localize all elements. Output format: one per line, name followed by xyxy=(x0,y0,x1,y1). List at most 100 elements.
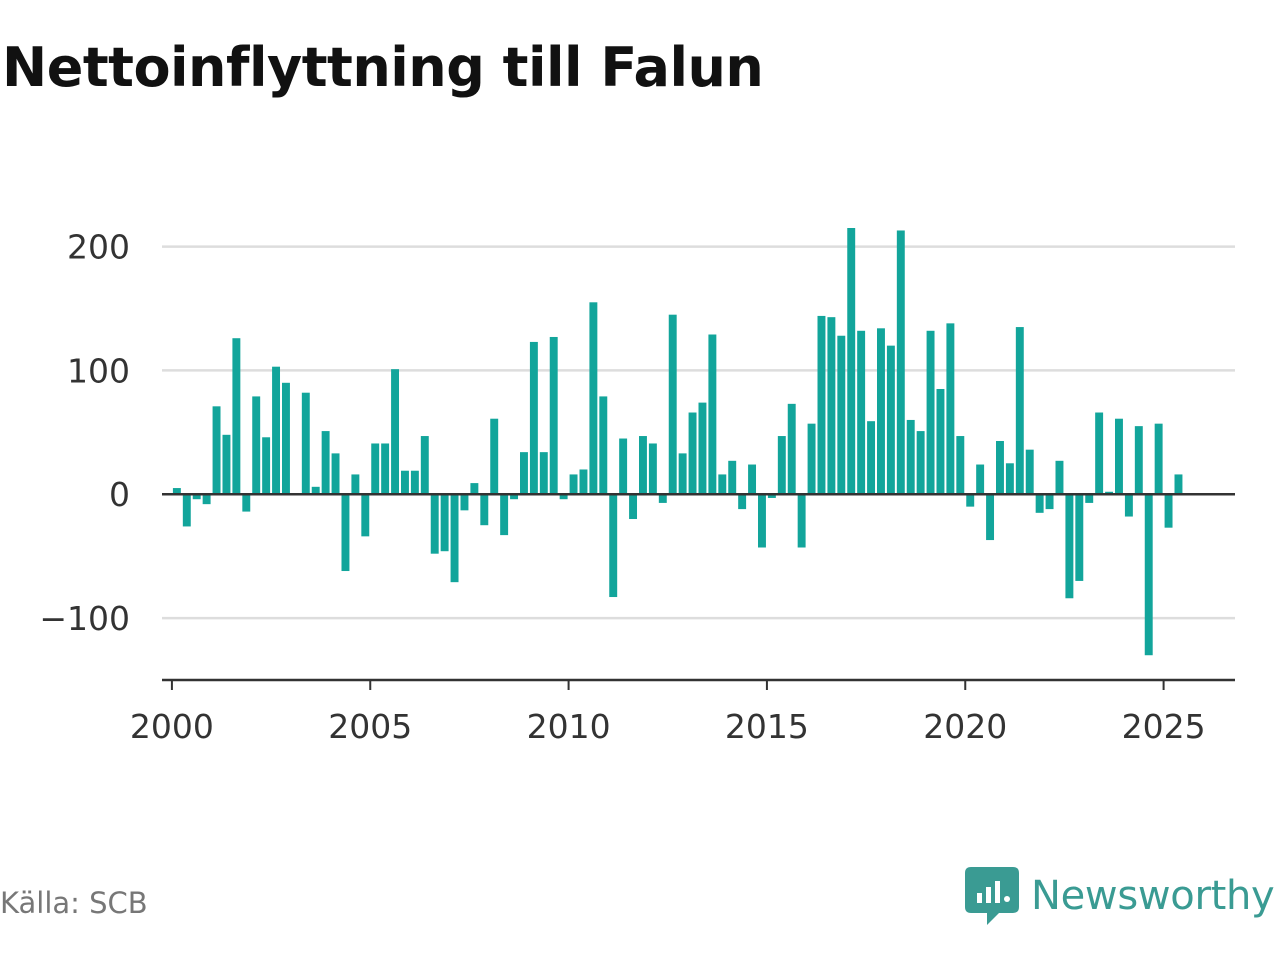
bar xyxy=(371,443,380,495)
bar xyxy=(817,315,826,495)
bar xyxy=(490,418,499,495)
bar xyxy=(500,494,509,536)
bar xyxy=(708,334,717,495)
bar xyxy=(857,330,866,495)
bar xyxy=(658,494,667,503)
bar xyxy=(301,392,310,495)
bar xyxy=(450,494,459,583)
bar xyxy=(202,494,211,505)
bar xyxy=(886,345,895,495)
bar xyxy=(212,406,221,495)
bar xyxy=(1174,474,1183,495)
bar xyxy=(877,328,885,495)
bar xyxy=(420,436,429,495)
bar xyxy=(1115,418,1123,495)
bar xyxy=(787,403,796,495)
bar xyxy=(272,366,281,495)
bar xyxy=(946,323,955,495)
bar xyxy=(638,436,647,495)
bar xyxy=(281,382,290,495)
bar xyxy=(381,443,390,495)
bar xyxy=(1134,426,1143,495)
bar xyxy=(678,453,687,495)
bar xyxy=(252,396,261,495)
bar xyxy=(648,443,657,495)
bar xyxy=(1164,494,1173,528)
bar xyxy=(609,494,618,598)
bar xyxy=(510,494,519,500)
y-tick-label: 100 xyxy=(67,351,130,390)
bar xyxy=(391,369,400,495)
y-tick-label: −100 xyxy=(39,599,130,638)
x-tick-label: 2005 xyxy=(328,707,412,746)
bar xyxy=(906,419,915,495)
bar xyxy=(956,436,965,495)
bar xyxy=(589,302,598,495)
page-title: Nettoinflyttning till Falun xyxy=(2,36,764,99)
bar xyxy=(519,452,528,495)
bar xyxy=(242,494,251,512)
bar xyxy=(629,494,638,520)
bar xyxy=(986,494,995,541)
bar xyxy=(767,494,776,498)
bar xyxy=(1124,494,1133,517)
bar xyxy=(926,330,935,495)
bar xyxy=(1005,463,1014,495)
bar xyxy=(579,469,588,495)
bar xyxy=(1025,449,1034,495)
bar xyxy=(738,494,747,510)
bar xyxy=(1095,412,1104,495)
x-tick-label: 2015 xyxy=(725,707,809,746)
bar xyxy=(758,494,766,548)
bar xyxy=(777,436,786,495)
bar xyxy=(1075,494,1084,581)
bar xyxy=(728,460,737,495)
bar xyxy=(529,341,538,495)
bar xyxy=(182,494,191,527)
brand-logo: Newsworthy xyxy=(965,866,1275,926)
x-tick-label: 2025 xyxy=(1122,707,1206,746)
bar xyxy=(976,464,985,495)
bar xyxy=(549,336,558,495)
bar xyxy=(192,494,201,500)
bar xyxy=(668,314,677,495)
bar xyxy=(1035,494,1044,513)
bar xyxy=(321,431,330,495)
bar xyxy=(837,335,846,495)
x-tick-label: 2000 xyxy=(130,707,214,746)
bar xyxy=(539,452,548,495)
bar xyxy=(400,470,409,495)
bar xyxy=(718,474,727,495)
x-tick-label: 2020 xyxy=(923,707,1007,746)
bar xyxy=(262,437,271,495)
bar xyxy=(1144,494,1153,656)
bar xyxy=(1085,494,1094,503)
bar xyxy=(222,434,231,495)
bar xyxy=(172,488,181,495)
bar xyxy=(1045,494,1054,510)
bar xyxy=(361,494,370,537)
bar xyxy=(619,438,628,495)
bar xyxy=(1065,494,1074,599)
bar xyxy=(470,483,479,495)
bar xyxy=(410,470,419,495)
bar xyxy=(1154,423,1163,495)
bar xyxy=(341,494,350,572)
bar xyxy=(797,494,806,548)
y-tick-label: 200 xyxy=(67,228,130,267)
bar xyxy=(430,494,439,554)
brand-name: Newsworthy xyxy=(1031,873,1275,919)
bar xyxy=(996,440,1004,495)
bar xyxy=(331,453,340,495)
bar xyxy=(867,421,876,495)
bar xyxy=(936,388,945,495)
bar xyxy=(351,474,360,495)
bar xyxy=(896,230,905,495)
source-label: Källa: SCB xyxy=(0,886,148,920)
bar xyxy=(569,474,578,495)
bar xyxy=(559,494,568,500)
bar xyxy=(847,228,856,495)
bar xyxy=(916,431,925,495)
newsworthy-logo-icon xyxy=(965,867,1019,925)
x-tick-label: 2010 xyxy=(527,707,611,746)
